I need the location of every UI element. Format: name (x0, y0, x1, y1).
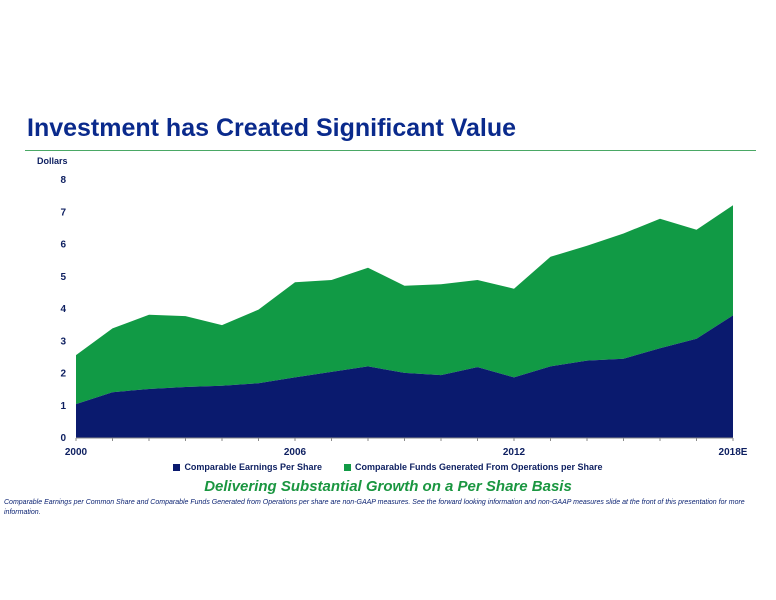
legend-swatch-earnings (173, 463, 181, 471)
y-tick-label: 0 (60, 433, 66, 444)
y-tick-label: 2 (60, 369, 66, 380)
legend-item-earnings: Comparable Earnings Per Share (173, 462, 322, 472)
legend-swatch-ffo (344, 463, 351, 471)
footnote: Comparable Earnings per Common Share and… (4, 499, 745, 516)
legend-label-ffo: Comparable Funds Generated From Operatio… (355, 462, 603, 472)
y-tick-label: 5 (60, 272, 66, 283)
chart-areas (76, 205, 733, 438)
x-tick-label: 2000 (65, 447, 88, 458)
x-tick-label: 2006 (284, 447, 307, 458)
series-area-earnings (76, 315, 733, 438)
y-tick-label: 3 (60, 336, 66, 347)
x-tick-label: 2012 (503, 447, 526, 458)
chart-axes: 0 1 2 3 4 5 6 7 8 2000 2006 2012 2018E (60, 175, 747, 458)
y-tick-label: 8 (60, 175, 66, 186)
y-tick-label: 4 (60, 304, 66, 315)
legend-item-ffo: Comparable Funds Generated From Operatio… (344, 462, 603, 472)
tagline: Delivering Substantial Growth on a Per S… (204, 478, 572, 495)
y-tick-label: 1 (60, 401, 66, 412)
series-area-ffo (76, 205, 733, 405)
y-axis-label: Dollars (37, 156, 68, 166)
y-tick-label: 6 (60, 240, 66, 251)
x-tick-label: 2018E (719, 447, 748, 458)
chart-legend: Comparable Earnings Per Share Comparable… (0, 462, 776, 472)
title-divider (25, 150, 756, 151)
legend-label-earnings: Comparable Earnings Per Share (184, 462, 322, 472)
page-title: Investment has Created Significant Value (27, 114, 517, 142)
y-tick-label: 7 (60, 207, 66, 218)
